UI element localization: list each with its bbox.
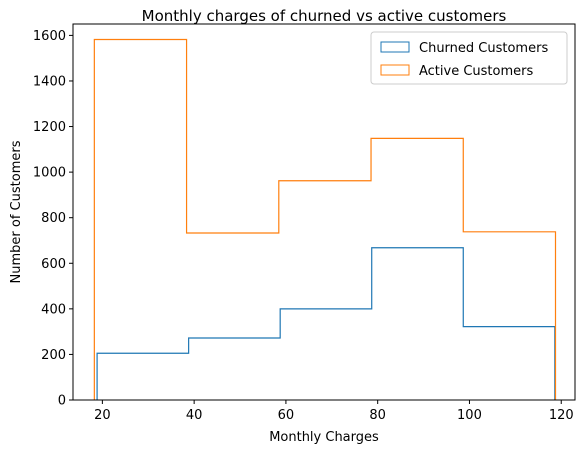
legend: Churned Customers Active Customers — [370, 31, 568, 85]
bar-1-3 — [371, 138, 463, 400]
y-tick-label-1000: 1000 — [33, 166, 66, 181]
legend-swatch-active — [380, 64, 410, 76]
x-axis-label: Monthly Charges — [269, 430, 379, 445]
series-0 — [96, 247, 556, 400]
bar-1-4 — [463, 232, 555, 400]
x-tick-label-80: 80 — [369, 408, 386, 423]
y-tick-label-600: 600 — [41, 257, 66, 272]
bar-1-1 — [187, 233, 279, 400]
y-tick-label-400: 400 — [41, 302, 66, 317]
x-tick-label-60: 60 — [278, 408, 295, 423]
y-tick-label-800: 800 — [41, 211, 66, 226]
y-tick-label-0: 0 — [58, 394, 66, 409]
x-tick-label-100: 100 — [457, 408, 482, 423]
x-tick-label-20: 20 — [94, 408, 111, 423]
bar-0-2 — [280, 309, 372, 400]
bar-0-4 — [463, 327, 555, 400]
x-tick-label-40: 40 — [186, 408, 203, 423]
bar-1-2 — [279, 181, 371, 400]
y-axis-label: Number of Customers — [9, 140, 24, 283]
legend-label-churned: Churned Customers — [419, 41, 548, 56]
y-tick-label-200: 200 — [41, 348, 66, 363]
plot-frame — [72, 23, 576, 401]
legend-swatch-churned — [380, 41, 410, 53]
bar-0-1 — [189, 338, 281, 400]
series-1 — [93, 38, 557, 400]
bar-0-0 — [97, 353, 189, 400]
bar-1-0 — [94, 39, 186, 400]
series-outline-0 — [96, 247, 556, 400]
chart-title: Monthly charges of churned vs active cus… — [142, 7, 507, 25]
series-outline-1 — [93, 38, 557, 400]
legend-label-active: Active Customers — [419, 64, 533, 79]
plot-marks — [93, 38, 557, 400]
y-tick-label-1600: 1600 — [33, 29, 66, 44]
y-tick-label-1400: 1400 — [33, 74, 66, 89]
y-tick-label-1200: 1200 — [33, 120, 66, 135]
bar-0-3 — [372, 248, 464, 400]
axis-ticks: 20 40 60 80 100 12002004006008001000120014001… — [33, 29, 574, 423]
legend-box — [370, 31, 568, 85]
x-tick-label-120: 120 — [549, 408, 574, 423]
